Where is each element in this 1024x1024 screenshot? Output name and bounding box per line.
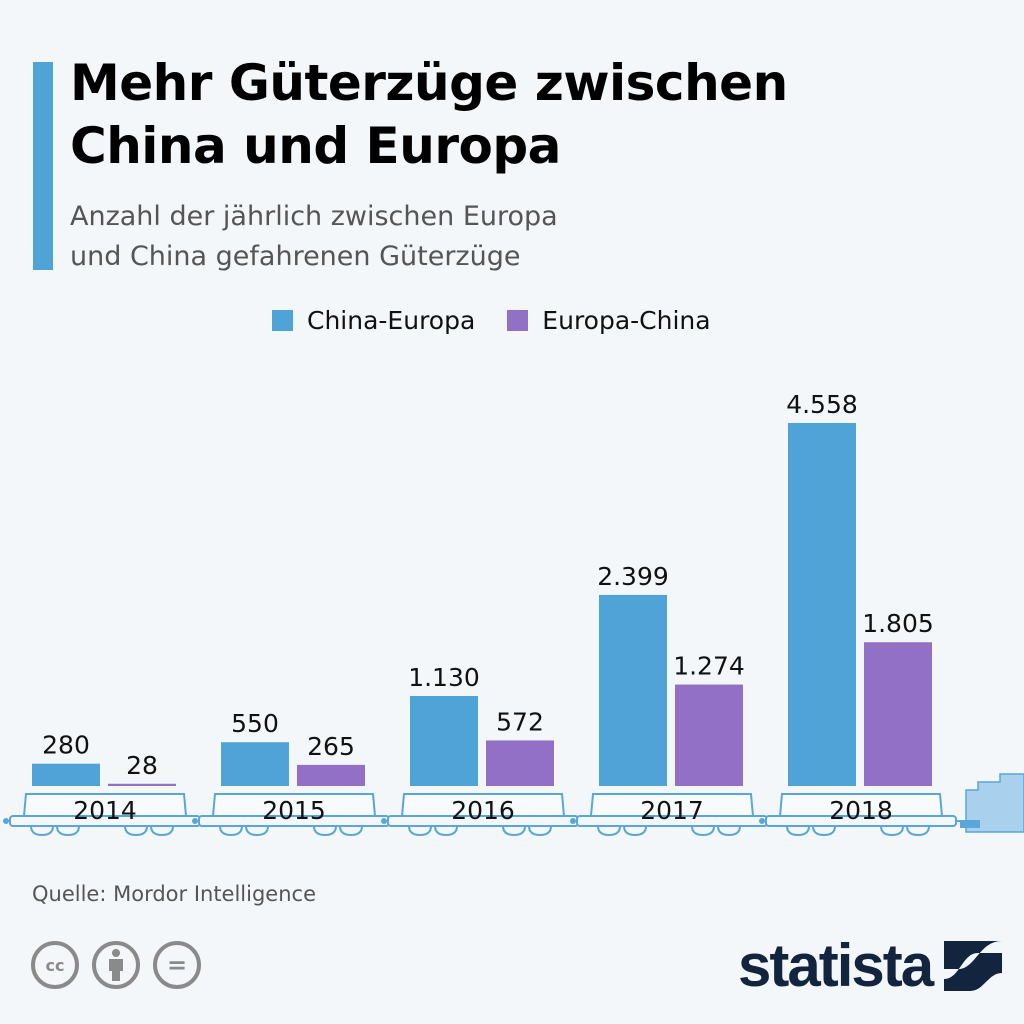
bar-china-europa-2016 <box>410 696 478 786</box>
locomotive-icon <box>965 773 1024 833</box>
bar-europa-china-2015 <box>297 764 365 786</box>
wagon-body-2014 <box>23 793 187 817</box>
data-label-china-europa-2018: 4.558 <box>786 390 858 419</box>
data-label-europa-china-2014: 28 <box>126 751 158 780</box>
wagon-wheel-2018-2 <box>880 825 904 837</box>
wagon-wheel-2018-1 <box>812 825 836 837</box>
legend-label-europa-china: Europa-China <box>542 306 711 335</box>
legend-label-china-europa: China-Europa <box>307 306 476 335</box>
data-label-europa-china-2015: 265 <box>307 732 355 761</box>
data-label-china-europa-2015: 550 <box>231 709 279 738</box>
bar-chart: 280 28 2014 550 265 2015 1.130 572 2016 2.399 1.27… <box>3 390 1024 837</box>
wagon-wheel-2014-3 <box>150 825 174 837</box>
wagon-wheel-2016-0 <box>408 825 432 837</box>
wagon-coupler-2017 <box>570 818 576 824</box>
title-accent-bar <box>33 62 53 270</box>
bar-china-europa-2018 <box>788 423 856 786</box>
wagon-wheel-2014-2 <box>124 825 148 837</box>
bar-china-europa-2015 <box>221 742 289 786</box>
data-label-china-europa-2014: 280 <box>42 731 90 760</box>
title-line-1: Mehr Güterzüge zwischen <box>70 54 788 112</box>
statista-logo-mark-icon <box>944 941 1003 991</box>
cc-icon: cc <box>31 941 79 989</box>
x-tick-label-2015: 2015 <box>262 796 326 825</box>
wagon-wheel-2015-0 <box>219 825 243 837</box>
statista-logo: statista <box>738 932 1003 999</box>
wagon-body-2015 <box>212 793 376 817</box>
legend-swatch-europa-china <box>507 310 529 331</box>
wagon-wheel-2016-3 <box>528 825 552 837</box>
bar-europa-china-2017 <box>675 684 743 786</box>
wagon-wheel-2017-0 <box>597 825 621 837</box>
data-label-europa-china-2018: 1.805 <box>862 609 934 638</box>
wagon-wheel-2014-0 <box>30 825 54 837</box>
wagon-wheel-2015-2 <box>313 825 337 837</box>
locomotive-buffer <box>960 820 980 828</box>
subtitle-line-1: Anzahl der jährlich zwischen Europa <box>70 201 558 232</box>
equals-icon-glyph: = <box>166 951 188 979</box>
wagon-base-2018 <box>765 815 957 827</box>
legend-item-china-europa: China-Europa <box>272 306 475 335</box>
wagon-wheel-2017-1 <box>623 825 647 837</box>
cc-icon-glyph: cc <box>45 955 65 975</box>
wagon-wheel-2016-2 <box>502 825 526 837</box>
x-tick-label-2016: 2016 <box>451 796 515 825</box>
bar-china-europa-2014 <box>32 763 100 786</box>
legend: China-Europa Europa-China <box>272 306 743 335</box>
bar-europa-china-2014 <box>108 783 176 786</box>
x-tick-label-2017: 2017 <box>640 796 704 825</box>
wagon-body-2017 <box>590 793 754 817</box>
wagon-body-2016 <box>401 793 565 817</box>
wagon-wheel-2018-0 <box>786 825 810 837</box>
subtitle-line-2: und China gefahrenen Güterzüge <box>70 241 521 272</box>
wagon-wheel-2015-1 <box>245 825 269 837</box>
bar-europa-china-2016 <box>486 740 554 786</box>
wagon-body-2018 <box>779 793 943 817</box>
bar-china-europa-2017 <box>599 594 667 786</box>
wagon-coupler-2015 <box>192 818 198 824</box>
x-tick-label-2014: 2014 <box>73 796 137 825</box>
wagon-wheel-2017-3 <box>717 825 741 837</box>
logo-text: statista <box>738 932 934 999</box>
data-label-china-europa-2016: 1.130 <box>408 663 480 692</box>
data-label-europa-china-2017: 1.274 <box>673 652 745 681</box>
wagon-wheel-2018-3 <box>906 825 930 837</box>
wagon-wheel-2017-2 <box>691 825 715 837</box>
wagon-coupler-2018 <box>759 818 765 824</box>
no-derivatives-icon: = <box>153 941 201 989</box>
legend-item-europa-china: Europa-China <box>507 306 711 335</box>
wagon-coupler-2016 <box>381 818 387 824</box>
wagon-wheel-2016-1 <box>434 825 458 837</box>
data-label-europa-china-2016: 572 <box>496 707 544 736</box>
source-note: Quelle: Mordor Intelligence <box>32 882 317 906</box>
legend-swatch-china-europa <box>272 310 293 331</box>
attribution-icon <box>92 941 140 989</box>
wagon-wheel-2015-3 <box>339 825 363 837</box>
title-line-2: China und Europa <box>70 117 561 175</box>
wagon-wheel-2014-1 <box>56 825 80 837</box>
chart-title: Mehr Güterzüge zwischen China und Europa <box>70 52 970 178</box>
person-icon <box>109 949 123 981</box>
x-tick-label-2018: 2018 <box>829 796 893 825</box>
data-label-china-europa-2017: 2.399 <box>597 562 669 591</box>
bar-europa-china-2018 <box>864 642 932 786</box>
chart-subtitle: Anzahl der jährlich zwischen Europa und … <box>70 197 970 277</box>
wagon-coupler-2014 <box>3 818 9 824</box>
